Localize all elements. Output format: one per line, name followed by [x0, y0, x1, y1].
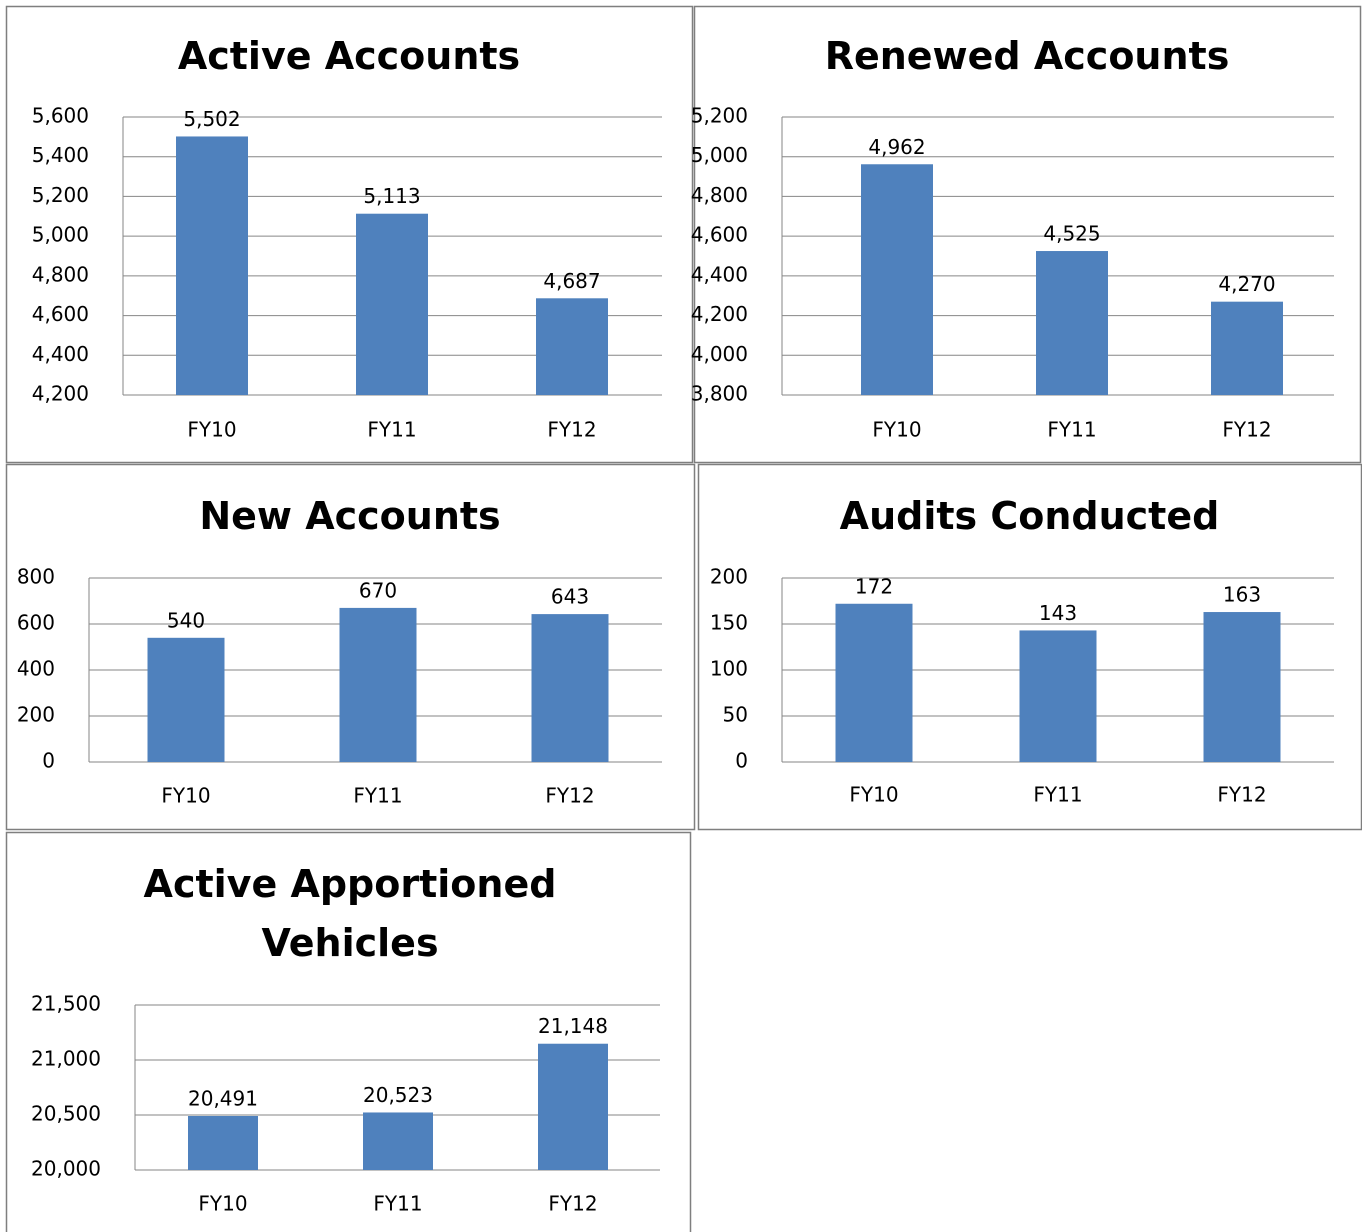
- y-tick-label: 4,400: [32, 342, 89, 366]
- x-tick-label: FY10: [187, 418, 236, 442]
- x-tick-label: FY12: [548, 1192, 597, 1216]
- bar: [1019, 630, 1097, 762]
- x-tick-label: FY10: [872, 418, 921, 442]
- x-tick-label: FY10: [161, 784, 210, 808]
- x-tick-label: FY12: [1217, 783, 1266, 807]
- bar: [531, 614, 609, 762]
- y-tick-label: 150: [710, 611, 748, 635]
- y-tick-label: 4,800: [691, 183, 748, 207]
- value-label: 4,270: [1218, 272, 1275, 296]
- value-label: 540: [167, 608, 205, 632]
- bar: [1036, 251, 1108, 395]
- y-tick-label: 5,200: [32, 183, 89, 207]
- y-tick-label: 20,000: [31, 1157, 101, 1181]
- x-tick-label: FY11: [353, 784, 402, 808]
- value-label: 163: [1223, 583, 1261, 607]
- y-tick-label: 200: [710, 565, 748, 589]
- bar: [1203, 612, 1281, 762]
- bar: [835, 603, 913, 762]
- x-tick-label: FY11: [1033, 783, 1082, 807]
- bar: [861, 164, 933, 395]
- value-label: 670: [359, 578, 397, 602]
- bar: [188, 1115, 258, 1170]
- bar: [538, 1043, 608, 1170]
- x-tick-label: FY10: [849, 783, 898, 807]
- y-tick-label: 21,000: [31, 1047, 101, 1071]
- chart-title: New Accounts: [199, 494, 501, 538]
- x-tick-label: FY11: [1047, 418, 1096, 442]
- bar: [536, 298, 608, 395]
- x-tick-label: FY10: [198, 1192, 247, 1216]
- value-label: 143: [1039, 601, 1077, 625]
- y-tick-label: 4,400: [691, 262, 748, 286]
- y-tick-label: 3,800: [691, 382, 748, 406]
- bar: [176, 136, 248, 395]
- value-label: 20,491: [188, 1086, 258, 1110]
- bar: [363, 1112, 433, 1170]
- title-box: New Accounts: [199, 494, 501, 538]
- y-tick-label: 4,600: [32, 302, 89, 326]
- y-tick-label: 0: [735, 749, 748, 773]
- y-tick-label: 20,500: [31, 1102, 101, 1126]
- value-label: 5,502: [183, 107, 240, 131]
- panel: [5, 5, 694, 464]
- y-tick-label: 5,400: [32, 143, 89, 167]
- title-box: Audits Conducted: [839, 494, 1220, 538]
- y-tick-label: 800: [17, 565, 55, 589]
- bar: [356, 213, 428, 395]
- y-tick-label: 4,200: [691, 302, 748, 326]
- y-tick-label: 4,000: [691, 342, 748, 366]
- value-label: 4,687: [543, 269, 600, 293]
- y-tick-label: 4,200: [32, 382, 89, 406]
- x-tick-label: FY12: [547, 418, 596, 442]
- y-tick-label: 600: [17, 611, 55, 635]
- chart-title: Renewed Accounts: [824, 34, 1230, 78]
- y-tick-label: 400: [17, 657, 55, 681]
- chart-title: Active Apportioned Vehicles: [143, 862, 557, 965]
- y-tick-label: 5,600: [32, 104, 89, 128]
- bar: [339, 607, 417, 762]
- x-tick-label: FY12: [1222, 418, 1271, 442]
- x-tick-label: FY11: [373, 1192, 422, 1216]
- y-tick-label: 0: [42, 749, 55, 773]
- value-label: 20,523: [363, 1083, 433, 1107]
- y-tick-label: 4,800: [32, 262, 89, 286]
- chart-title: Audits Conducted: [839, 494, 1220, 538]
- title-box: Active Apportioned Vehicles: [143, 862, 557, 965]
- value-label: 21,148: [538, 1014, 608, 1038]
- value-label: 172: [855, 574, 893, 598]
- y-tick-label: 5,000: [32, 223, 89, 247]
- value-label: 643: [551, 585, 589, 609]
- y-tick-label: 200: [17, 703, 55, 727]
- value-label: 4,525: [1043, 222, 1100, 246]
- bar: [147, 637, 225, 762]
- title-box: Active Accounts: [177, 34, 521, 78]
- y-tick-label: 100: [710, 657, 748, 681]
- panel: [5, 463, 696, 831]
- panel: [693, 5, 1362, 464]
- bar: [1211, 301, 1283, 395]
- y-tick-label: 21,500: [31, 992, 101, 1016]
- title-box: Renewed Accounts: [824, 34, 1230, 78]
- y-tick-label: 4,600: [691, 223, 748, 247]
- y-tick-label: 50: [723, 703, 748, 727]
- panel: [5, 831, 692, 1232]
- chart-title: Active Accounts: [177, 34, 521, 78]
- value-label: 4,962: [868, 135, 925, 159]
- x-tick-label: FY12: [545, 784, 594, 808]
- y-tick-label: 5,200: [691, 104, 748, 128]
- value-label: 5,113: [363, 184, 420, 208]
- y-tick-label: 5,000: [691, 143, 748, 167]
- x-tick-label: FY11: [367, 418, 416, 442]
